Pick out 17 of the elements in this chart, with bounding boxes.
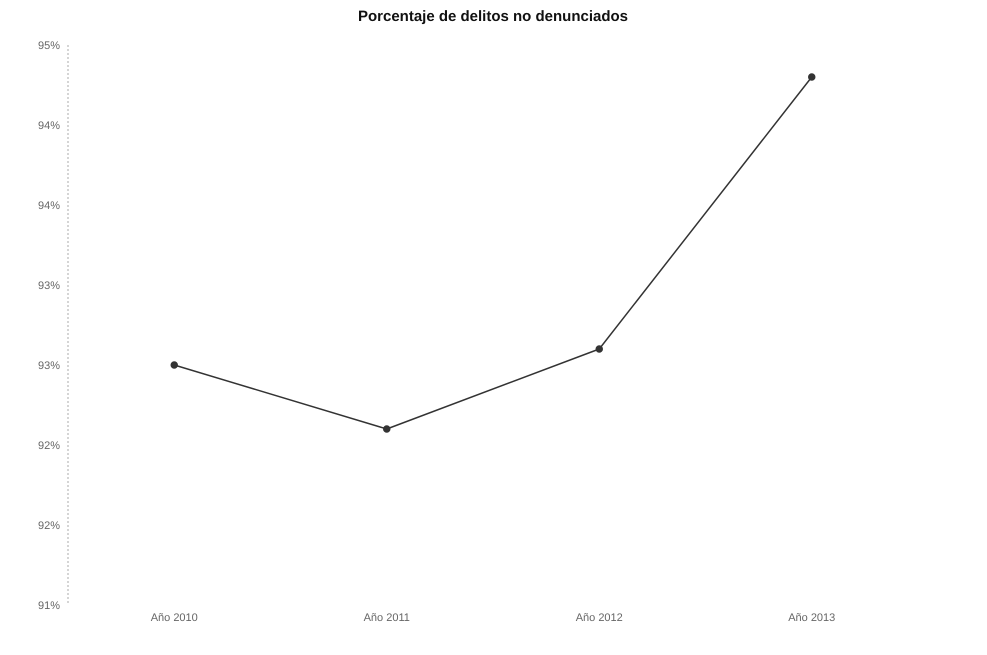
- y-tick-label: 93%: [38, 360, 60, 372]
- y-tick-label: 92%: [38, 520, 60, 532]
- point: [596, 345, 603, 353]
- y-tick-label: 91%: [38, 600, 60, 612]
- x-tick-label: Año 2011: [364, 612, 410, 624]
- x-tick-label: Año 2010: [150, 612, 198, 624]
- x-tick-label: Año 2012: [576, 612, 623, 624]
- y-tick-label: 94%: [38, 200, 60, 212]
- y-tick-label: 94%: [38, 120, 60, 132]
- y-tick-label: 92%: [38, 440, 60, 452]
- point: [170, 361, 178, 369]
- point: [383, 425, 390, 433]
- y-tick-label: 95%: [38, 40, 60, 52]
- y-tick-label: 93%: [38, 280, 60, 292]
- x-tick-label: Año 2013: [788, 612, 836, 624]
- point: [808, 73, 816, 81]
- chart-title: Porcentaje de delitos no denunciados: [356, 8, 630, 25]
